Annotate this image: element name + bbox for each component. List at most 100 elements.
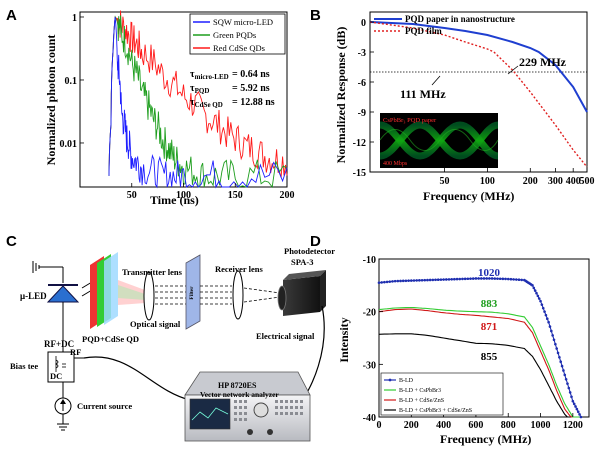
vna-model-label: HP 8720ES — [218, 381, 257, 390]
panel-b-ytick-label: -9 — [358, 108, 366, 119]
panel-d-series-0-point — [426, 278, 429, 282]
panel-b-xtick-label: 200 — [523, 176, 538, 187]
panel-d-series-0-point — [488, 277, 491, 280]
rx-lens-label: Receiver lens — [215, 264, 263, 274]
current-source-label: Current source — [77, 401, 132, 411]
panel-d-series-0-point — [477, 277, 480, 280]
panel-d-series-0-point — [515, 278, 518, 281]
panel-d-series-0-point — [578, 413, 581, 416]
panel-d-series-0-point — [501, 277, 505, 281]
value-label-855: 855 — [481, 351, 498, 363]
panel-d-series-0-point — [563, 373, 567, 377]
panel-b-inset-eye-diagram: CsPbBr₃ PQD paper 400 Mbps — [379, 113, 499, 168]
panel-d-xtick-label: 600 — [468, 420, 483, 431]
panel-d-legend-marker-0 — [388, 378, 392, 382]
panel-d-series-0-point — [572, 402, 576, 406]
panel-d-xtick-label: 1200 — [563, 420, 583, 431]
dc-label: DC — [50, 371, 62, 381]
panel-d-series-0-point — [568, 391, 572, 394]
panel-d-series-0-point — [558, 356, 561, 359]
panel-a-tau-block: τmicro-LED = 0.64 ns τPQD = 5.92 ns τCdSe … — [190, 69, 275, 109]
panel-d-series-0-point — [418, 279, 421, 282]
value-label-883: 883 — [481, 298, 498, 310]
qd-label: PQD+CdSe QD — [82, 334, 139, 344]
receiver-lens — [232, 270, 244, 320]
panel-d-legend-label-3: B-LD + CsPbBr3 + CdSe/ZnS — [399, 408, 472, 414]
panel-d-series-0-point — [485, 277, 488, 280]
panel-d-series-0-point — [410, 279, 413, 282]
panel-d-xtick-label: 200 — [404, 420, 419, 431]
panel-a-ylabel: Normalized photon count — [44, 35, 58, 166]
panel-a: 50 100 150 200 1 0.1 0.01 Time (ns) Normalized… — [44, 10, 295, 207]
optical-beam-1 — [155, 285, 186, 305]
bias-tee — [47, 338, 84, 398]
panel-d-series-0-point — [420, 278, 424, 282]
panel-d-series-0-point — [531, 284, 534, 287]
transmitter-lens — [143, 271, 155, 321]
panel-label-a: A — [6, 7, 17, 24]
panel-d-series-0-point — [520, 278, 523, 282]
panel-b-legend-label-1: PQD film — [405, 26, 442, 36]
panel-b-ytick-label: -15 — [353, 168, 366, 179]
led-label: μ-LED — [20, 291, 47, 301]
panel-d-legend-label-1: B-LD + CsPbBr3 — [399, 388, 441, 394]
photodetector-label: Photodetector — [284, 246, 335, 256]
panel-d-series-0-point — [463, 277, 467, 281]
panel-a-xtick-label: 150 — [228, 190, 243, 201]
panel-b-frame — [369, 11, 588, 173]
panel-d-series-0-point — [555, 347, 558, 350]
panel-b-legend-label-0: PQD paper in nanostructure — [405, 14, 515, 24]
panel-d-series-0-point — [447, 278, 451, 281]
panel-d-series-0-point — [482, 277, 486, 280]
optical-filter — [185, 254, 201, 330]
panel-d-ytick-label: -10 — [363, 255, 376, 266]
panel-d-ytick-label: -30 — [363, 360, 376, 371]
panel-d-series-0-point — [539, 299, 542, 303]
panel-a-legend-label-0: SQW micro-LED — [213, 17, 273, 27]
panel-d-series-0-point — [559, 360, 563, 364]
panel-d-series-0-point — [474, 277, 478, 280]
panel-d-series-0-point — [393, 279, 397, 283]
panel-d-series-0-point — [562, 369, 565, 372]
optical-beam-3 — [243, 287, 281, 303]
current-source-symbol — [54, 397, 72, 431]
panel-d-series-0-point — [564, 377, 568, 381]
panel-d-ticks: 0 200 400 600 800 1000 1200 -10 -20 -30 -40 — [363, 255, 583, 431]
panel-d-series-0-point — [509, 277, 513, 281]
panel-d-series-0-point — [574, 405, 577, 408]
panel-d-series-0-point — [377, 281, 381, 285]
panel-d-series-0-point — [455, 277, 459, 281]
panel-label-b: B — [310, 7, 321, 24]
tau-cdse: τCdSe QD = 12.88 ns — [190, 97, 275, 109]
photodetector-model: SPA-3 — [291, 257, 314, 267]
rfdc-label: RF+DC — [44, 339, 74, 349]
panel-d-series-0-point — [428, 278, 432, 282]
panel-d: 0 200 400 600 800 1000 1200 -10 -20 -30 -40 1020 8… — [337, 255, 590, 446]
panel-d-series-0-point — [415, 279, 418, 282]
panel-b: CsPbBr₃ PQD paper 400 Mbps 50 100 200 300 40… — [334, 11, 595, 203]
panel-d-ylabel: Intensity — [337, 317, 351, 362]
panel-d-xlabel: Frequency (MHz) — [440, 432, 531, 446]
panel-a-legend-label-1: Green PQDs — [213, 30, 256, 40]
panel-d-series-2 — [378, 308, 581, 418]
tx-lens-label: Transmitter lens — [122, 267, 183, 277]
tau-micro-led: τmicro-LED = 0.64 ns — [190, 69, 270, 81]
panel-d-series — [377, 277, 583, 419]
panel-a-series-0 — [108, 16, 288, 189]
panel-d-series-0-point — [490, 277, 494, 280]
panel-d-series-0-point — [471, 277, 475, 280]
panel-d-series-0-point — [388, 280, 392, 283]
panel-b-series-paper — [369, 21, 588, 113]
tau-pqd: τPQD = 5.92 ns — [190, 83, 270, 95]
panel-d-series-0-point — [439, 278, 443, 281]
optical-beam-2 — [200, 285, 232, 305]
panel-a-xtick-label: 200 — [280, 190, 295, 201]
panel-label-d: D — [310, 233, 321, 250]
panel-a-ticks: 50 100 150 200 1 0.1 0.01 — [60, 13, 295, 201]
panel-d-series-0-point — [434, 278, 437, 282]
panel-d-series-0-point — [545, 317, 549, 320]
panel-d-series-0-point — [461, 277, 464, 281]
panel-d-series-0-point — [540, 303, 544, 306]
